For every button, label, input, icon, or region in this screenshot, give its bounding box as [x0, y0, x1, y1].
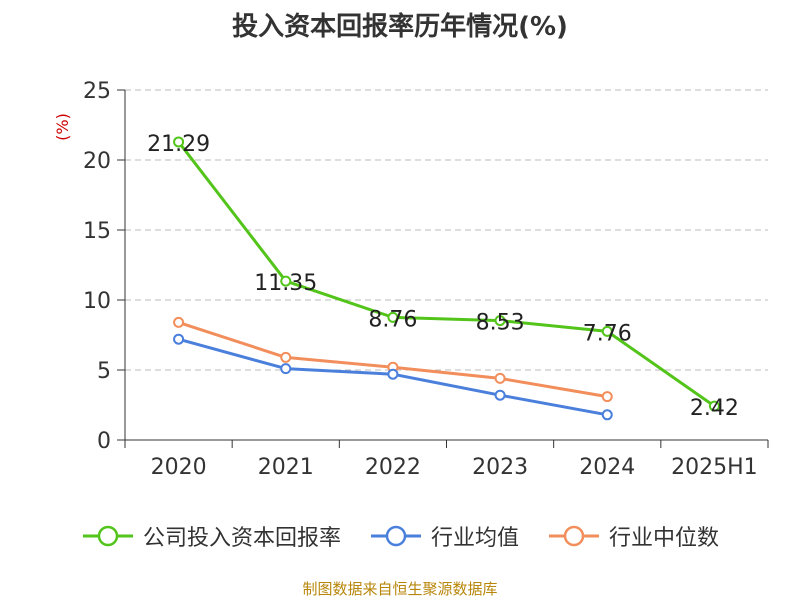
data-label: 7.76: [583, 321, 632, 346]
legend-item[interactable]: 公司投入资本回报率: [81, 520, 341, 552]
data-point: [494, 372, 506, 384]
source-note: 制图数据来自恒生聚源数据库: [302, 580, 498, 598]
legend-swatch-icon: [549, 525, 599, 547]
legend-label: 行业均值: [430, 526, 519, 551]
x-tick-label: 2021: [258, 455, 314, 480]
data-point: [280, 351, 292, 363]
data-point: [173, 333, 185, 345]
data-point: [173, 316, 185, 328]
data-label: 2.42: [690, 396, 739, 421]
data-point: [280, 275, 292, 287]
y-tick-label: 25: [83, 79, 111, 104]
data-point: [387, 311, 399, 323]
data-point: [494, 315, 506, 327]
y-axis-label: (%): [53, 113, 72, 141]
legend: 公司投入资本回报率 行业均值 行业中位数: [0, 520, 800, 552]
data-label: 21.29: [147, 132, 210, 157]
data-point: [494, 389, 506, 401]
data-label: 11.35: [254, 271, 317, 296]
x-tick-label: 2024: [579, 455, 635, 480]
legend-item[interactable]: 行业均值: [369, 520, 519, 552]
series-line: [177, 141, 716, 408]
x-tick-label: 2025H1: [671, 455, 758, 480]
y-tick-label: 0: [97, 429, 111, 454]
legend-label: 公司投入资本回报率: [142, 526, 341, 551]
chart-title: 投入资本回报率历年情况(%): [232, 12, 568, 42]
data-label: 8.53: [476, 311, 525, 336]
x-tick-label: 2020: [151, 455, 207, 480]
y-tick-label: 10: [83, 289, 111, 314]
y-tick-label: 20: [83, 149, 111, 174]
data-point: [280, 363, 292, 375]
data-point: [173, 136, 185, 148]
data-label: 8.76: [368, 307, 417, 332]
data-point: [601, 391, 613, 403]
series-line: [178, 320, 608, 399]
legend-swatch-icon: [82, 525, 133, 547]
data-point: [387, 368, 399, 380]
x-tick-label: 2023: [472, 455, 528, 480]
x-tick-label: 2022: [365, 455, 421, 480]
legend-label: 行业中位数: [609, 526, 720, 551]
y-tick-label: 15: [83, 219, 111, 244]
legend-item[interactable]: 行业中位数: [547, 520, 719, 552]
y-tick-label: 5: [97, 359, 111, 384]
data-point: [601, 409, 613, 421]
legend-swatch-icon: [370, 525, 421, 547]
data-point: [708, 400, 720, 412]
data-point: [601, 325, 613, 337]
